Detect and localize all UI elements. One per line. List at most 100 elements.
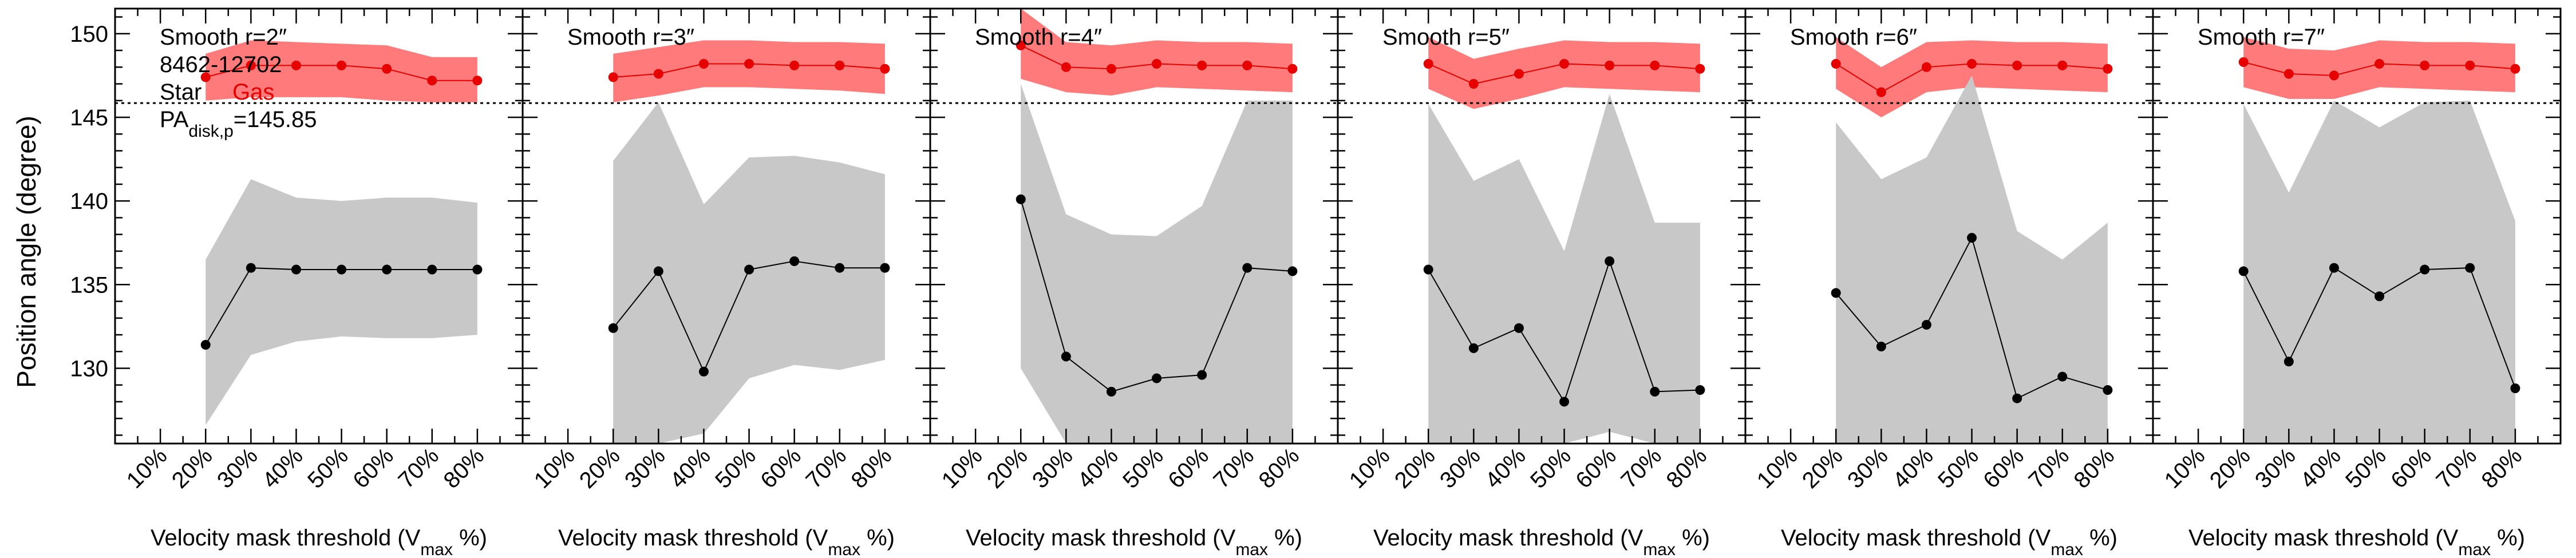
- panel-1: 130 135 140 145 150 10%20%30%40%50%60%70%80% V…: [70, 7, 524, 558]
- x-tick-label: 30%: [212, 443, 263, 493]
- galaxy-id: 8462-12702: [160, 52, 282, 77]
- star-point: [608, 323, 618, 333]
- gas-point: [472, 76, 483, 86]
- legend-gas: Gas: [232, 80, 274, 105]
- gas-point: [1152, 58, 1162, 69]
- x-tick-label: 60%: [1163, 443, 1214, 493]
- gas-error-band: [206, 40, 477, 102]
- gas-point: [2283, 69, 2294, 79]
- star-point: [1967, 232, 1977, 243]
- x-tick-label: 70%: [393, 443, 444, 493]
- star-point: [2510, 383, 2520, 394]
- panel-4: 10%20%30%40%50%60%70%80% Velocity mask th…: [1337, 7, 1747, 558]
- star-point: [1468, 343, 1479, 353]
- star-point: [1559, 397, 1570, 407]
- gas-point: [1831, 58, 1841, 69]
- star-point: [200, 340, 211, 350]
- panel-title: Smooth r=3″: [567, 25, 694, 50]
- gas-point: [1650, 60, 1660, 70]
- star-point: [744, 264, 754, 275]
- star-point: [1287, 266, 1298, 276]
- plot-area: [523, 40, 930, 444]
- gas-point: [835, 60, 845, 70]
- gas-point: [2329, 70, 2339, 81]
- star-point: [1514, 323, 1524, 333]
- gas-point: [1967, 58, 1977, 69]
- star-point: [653, 266, 663, 276]
- x-tick-label: 40%: [2296, 443, 2346, 493]
- gas-point: [200, 72, 211, 82]
- x-tick-label: 70%: [2024, 443, 2074, 493]
- gas-point: [789, 60, 800, 70]
- gas-error-band: [613, 40, 885, 102]
- gas-point: [880, 64, 890, 74]
- x-tick-label: 20%: [982, 443, 1033, 493]
- x-tick-label: 80%: [439, 443, 489, 493]
- gas-point: [2374, 58, 2385, 69]
- x-tick-label: 60%: [756, 443, 806, 493]
- x-tick-label: 20%: [167, 443, 218, 493]
- star-point: [1921, 319, 1931, 330]
- x-tick-label: 60%: [348, 443, 398, 493]
- star-point: [835, 263, 845, 273]
- gas-point: [2465, 60, 2475, 70]
- gas-error-band: [1428, 37, 1700, 109]
- gas-point: [246, 60, 256, 70]
- star-point: [1650, 386, 1660, 397]
- star-point: [1197, 370, 1207, 380]
- star-point: [246, 263, 256, 273]
- gas-point: [291, 60, 301, 70]
- star-point: [789, 256, 800, 266]
- star-point: [2238, 266, 2249, 276]
- gas-point: [2057, 60, 2068, 70]
- x-tick-label: 40%: [1073, 443, 1123, 493]
- star-point: [2103, 385, 2113, 395]
- gas-point: [2420, 60, 2430, 70]
- x-axis-label: Velocity mask threshold (Vmax %): [558, 525, 895, 558]
- star-point: [337, 264, 347, 275]
- star-point: [1423, 264, 1433, 275]
- gas-point: [2012, 60, 2022, 70]
- x-axis-label: Velocity mask threshold (Vmax %): [151, 525, 487, 558]
- plot-area: [930, 9, 1338, 444]
- gas-point: [698, 58, 709, 69]
- x-tick-label: 20%: [2205, 443, 2255, 493]
- star-point: [1061, 351, 1071, 362]
- star-point: [2283, 357, 2294, 367]
- x-tick-label: 20%: [1797, 443, 1848, 493]
- x-tick-label: 10%: [530, 443, 580, 493]
- panel-6: 10%20%30%40%50%60%70%80% Velocity mask th…: [2152, 7, 2562, 558]
- panel-title: Smooth r=5″: [1382, 25, 1510, 50]
- x-tick-label: 40%: [665, 443, 716, 493]
- star-point: [2420, 264, 2430, 275]
- gas-point: [744, 58, 754, 69]
- star-error-band: [1836, 75, 2108, 444]
- x-tick-label: 10%: [122, 443, 172, 493]
- x-axis-label: Velocity mask threshold (Vmax %): [2188, 525, 2525, 558]
- star-point: [880, 263, 890, 273]
- plot-area: [2153, 37, 2561, 444]
- gas-point: [427, 76, 437, 86]
- x-tick-label: 80%: [2069, 443, 2120, 493]
- panel-5: 10%20%30%40%50%60%70%80% Velocity mask th…: [1744, 7, 2154, 558]
- x-tick-label: 20%: [1390, 443, 1440, 493]
- gas-point: [1106, 64, 1116, 74]
- x-tick-label: 80%: [2477, 443, 2527, 493]
- star-point: [1106, 386, 1116, 397]
- x-tick-label: 70%: [1616, 443, 1666, 493]
- gas-point: [1423, 58, 1433, 69]
- plot-area: [1745, 37, 2153, 444]
- gas-point: [1016, 40, 1026, 50]
- gas-point: [2510, 64, 2520, 74]
- star-point: [1876, 341, 1886, 351]
- legend-star: Star: [160, 80, 202, 105]
- x-tick-label: 30%: [1028, 443, 1078, 493]
- star-point: [291, 264, 301, 275]
- star-point: [427, 264, 437, 275]
- gas-point: [1605, 60, 1615, 70]
- gas-point: [2103, 64, 2113, 74]
- star-point: [1605, 256, 1615, 266]
- x-axis-label: Velocity mask threshold (Vmax %): [1781, 525, 2117, 558]
- gas-point: [1242, 60, 1253, 70]
- gas-point: [653, 69, 663, 79]
